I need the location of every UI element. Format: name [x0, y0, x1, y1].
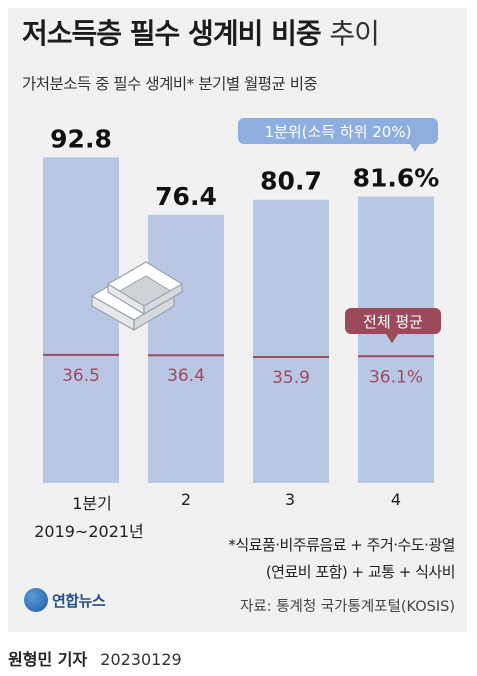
legend-badge-pointer [386, 334, 398, 343]
bar-value-label-q2: 76.4 [155, 182, 217, 211]
footnote: *식료품·비주류음료 + 주거·수도·광열 (연료비 포함) + 교통 + 식사… [155, 532, 455, 586]
yonhap-logo: 연합뉴스 [24, 588, 106, 612]
bar-q3 [253, 199, 329, 484]
bar-value-label-q4: 81.6% [353, 164, 440, 193]
title-suffix: 추이 [329, 17, 380, 50]
chart-title: 저소득층 필수 생계비 비중 추이 [22, 12, 380, 52]
bar-q1 [43, 157, 119, 483]
title-main: 저소득층 필수 생계비 비중 [22, 17, 322, 50]
logo-mark-icon [24, 588, 48, 612]
logo-text: 연합뉴스 [52, 591, 106, 610]
footnote-line-2: (연료비 포함) + 교통 + 식사비 [265, 563, 456, 581]
x-tick-label-2: 2 [180, 490, 192, 509]
x-tick-label-3: 3 [284, 490, 296, 509]
byline-date: 20230129 [100, 650, 182, 669]
legend-badge-pointer [410, 144, 420, 152]
bar-value-label-q3: 80.7 [260, 167, 322, 196]
source-text: 자료: 통계청 국가통계포털(KOSIS) [240, 599, 455, 615]
legend-label-overall-avg: 전체 평균 [363, 313, 423, 331]
x-tick-label-1: 1분기 [72, 494, 112, 513]
legend-badge-bottom-quintile [238, 118, 438, 144]
avg-value-label-q3: 35.9 [272, 368, 310, 388]
byline: 원형민 기자 20230129 [8, 646, 182, 670]
legend-label-bottom-quintile: 1분위(소득 하위 20%) [265, 123, 412, 141]
bar-value-label-q1: 92.8 [50, 124, 112, 153]
avg-value-label-q2: 36.4 [167, 366, 205, 386]
bar-q2 [148, 214, 224, 483]
money-stack-icon [90, 261, 184, 332]
footnote-line-1: *식료품·비주류음료 + 주거·수도·광열 [228, 536, 455, 554]
x-year-label: 2019~2021년 [34, 522, 144, 541]
x-tick-label-4: 4 [390, 490, 402, 509]
avg-value-label-q1: 36.5 [62, 366, 100, 386]
byline-name: 원형민 기자 [8, 650, 88, 669]
bar-q4 [358, 196, 434, 484]
legend-badge-overall-avg [345, 308, 441, 334]
avg-value-label-q4: 36.1% [369, 367, 423, 387]
chart-subtitle: 가처분소득 중 필수 생계비* 분기별 월평균 비중 [22, 75, 318, 93]
